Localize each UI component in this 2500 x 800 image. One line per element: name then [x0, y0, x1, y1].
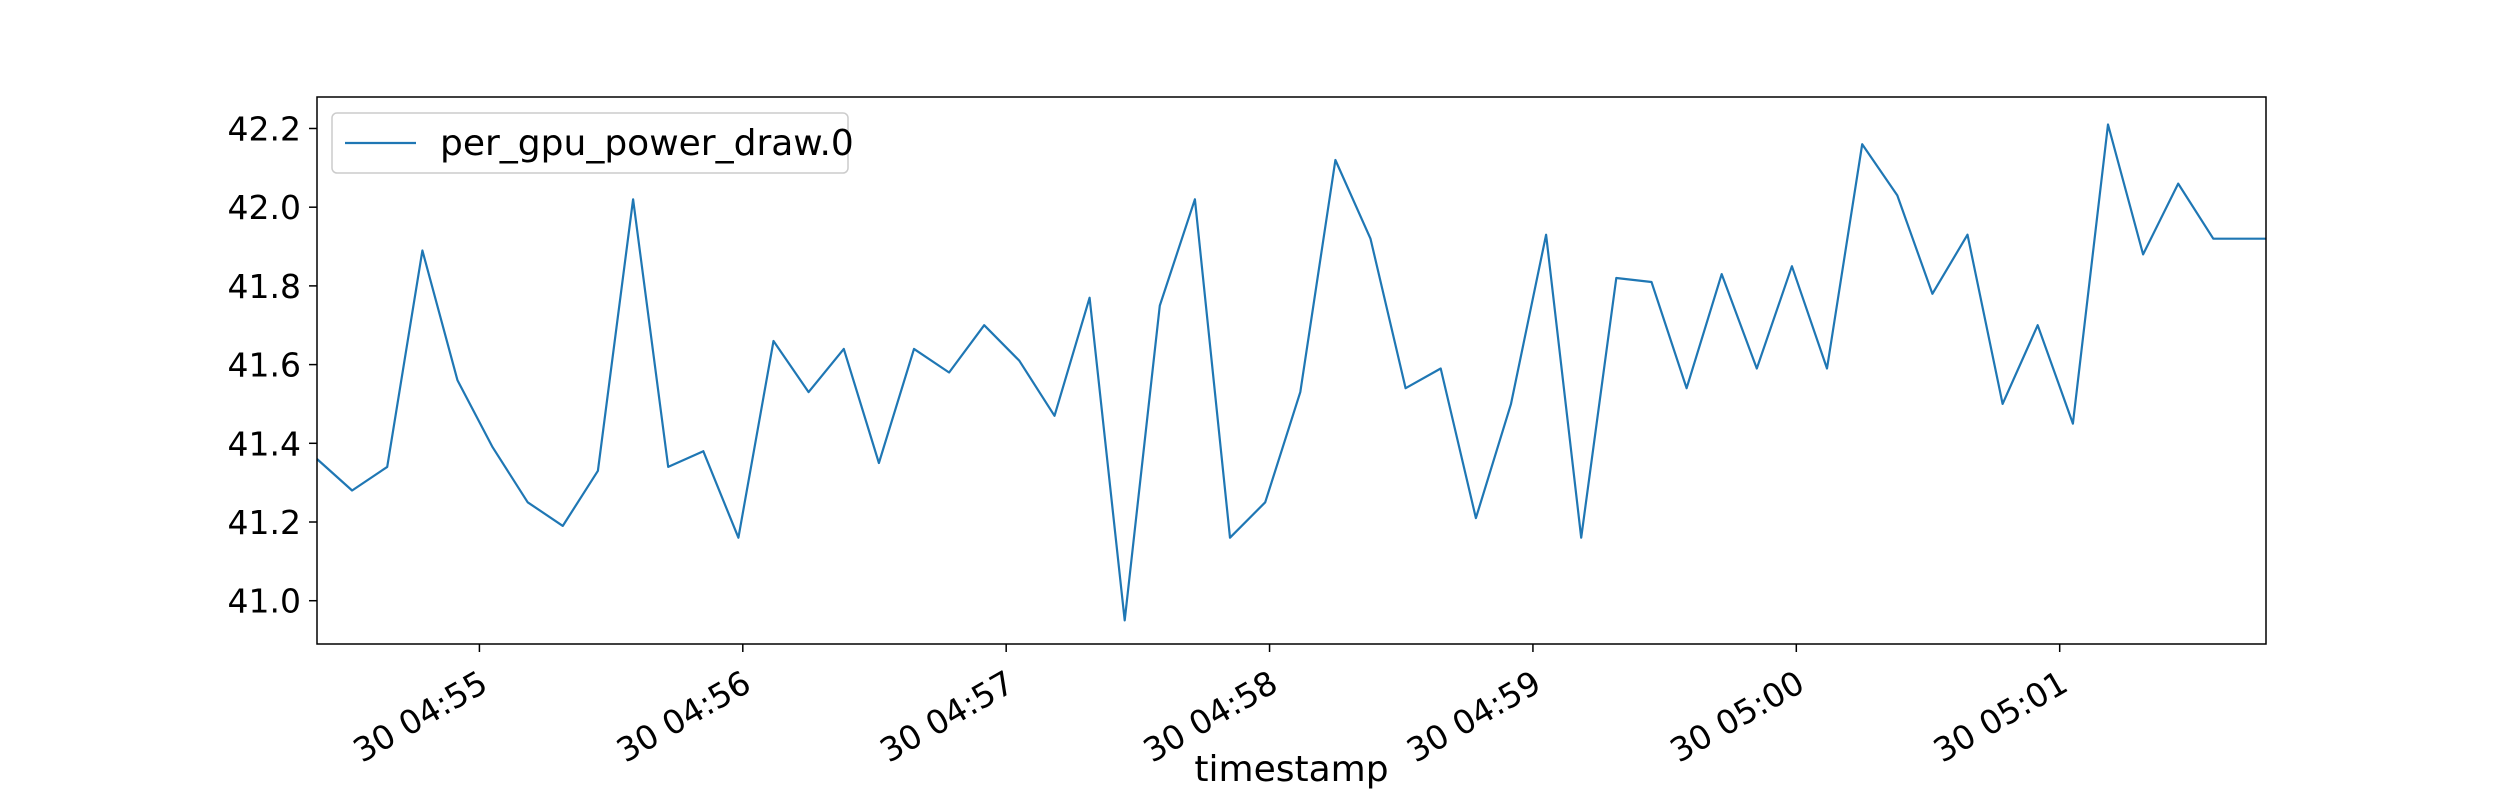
- x-tick-label: 30 04:55: [346, 663, 493, 771]
- x-tick-label: 30 04:56: [610, 663, 757, 771]
- y-tick-label: 41.8: [228, 267, 301, 306]
- x-tick-label: 30 05:01: [1927, 663, 2074, 771]
- plot-area-frame: [316, 96, 2267, 645]
- series-layer: [316, 123, 2266, 622]
- y-tick-label: 41.4: [228, 424, 301, 463]
- x-tick-label: 30 04:57: [873, 663, 1020, 771]
- y-tick-label: 41.2: [228, 503, 301, 542]
- legend: per_gpu_power_draw.0: [331, 112, 854, 174]
- x-axis-title: timestamp: [1194, 749, 1388, 790]
- legend-box: [331, 112, 849, 174]
- y-tick-label: 42.2: [228, 109, 301, 148]
- y-tick-label: 41.0: [228, 582, 301, 621]
- y-tick-label: 41.6: [228, 346, 301, 385]
- y-axis-ticks: 41.0 41.2 41.4 41.6 41.8 42.0 42.2: [228, 109, 317, 621]
- series-line-0: [316, 123, 2266, 622]
- x-tick-label: 30 04:59: [1400, 663, 1547, 771]
- x-tick-label: 30 05:00: [1663, 663, 1810, 771]
- y-tick-label: 42.0: [228, 188, 301, 227]
- legend-label: per_gpu_power_draw.0: [440, 123, 854, 164]
